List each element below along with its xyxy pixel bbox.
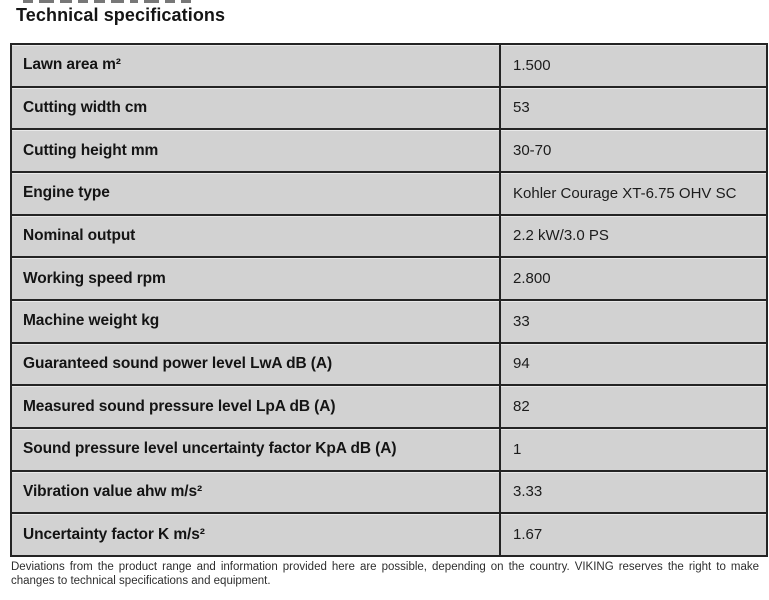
- table-row: Measured sound pressure level LpA dB (A)…: [10, 384, 768, 429]
- spec-value: 33: [499, 298, 768, 344]
- spec-label: Engine type: [10, 170, 501, 216]
- spec-label: Vibration value ahw m/s²: [10, 469, 501, 515]
- footnote: Deviations from the product range and in…: [11, 561, 759, 587]
- table-row: Nominal output 2.2 kW/3.0 PS: [10, 213, 768, 259]
- spec-table: Lawn area m² 1.500 Cutting width cm 53 C…: [10, 43, 768, 557]
- spec-label: Machine weight kg: [10, 298, 501, 344]
- spec-value: Kohler Courage XT-6.75 OHV SC: [499, 170, 768, 216]
- spec-value: 1.67: [499, 512, 768, 557]
- spec-label: Working speed rpm: [10, 256, 501, 301]
- spec-label: Lawn area m²: [10, 43, 501, 88]
- spec-value: 1.500: [499, 43, 768, 88]
- table-row: Vibration value ahw m/s² 3.33: [10, 469, 768, 515]
- spec-value: 94: [499, 341, 768, 387]
- spec-label: Cutting height mm: [10, 128, 501, 173]
- table-row: Cutting width cm 53: [10, 85, 768, 131]
- table-row: Uncertainty factor K m/s² 1.67: [10, 512, 768, 557]
- spec-value: 1: [499, 426, 768, 472]
- cropped-text-artifact: [23, 0, 191, 3]
- spec-value: 30-70: [499, 128, 768, 173]
- table-row: Lawn area m² 1.500: [10, 43, 768, 88]
- page-title: Technical specifications: [16, 5, 226, 25]
- table-row: Working speed rpm 2.800: [10, 256, 768, 301]
- spec-value: 3.33: [499, 469, 768, 515]
- table-row: Cutting height mm 30-70: [10, 128, 768, 173]
- table-row: Guaranteed sound power level LwA dB (A) …: [10, 341, 768, 387]
- spec-label: Sound pressure level uncertainty factor …: [10, 426, 501, 472]
- spec-label: Cutting width cm: [10, 85, 501, 131]
- spec-value: 82: [499, 384, 768, 429]
- table-row: Sound pressure level uncertainty factor …: [10, 426, 768, 472]
- spec-value: 2.2 kW/3.0 PS: [499, 213, 768, 259]
- spec-value: 2.800: [499, 256, 768, 301]
- spec-label: Guaranteed sound power level LwA dB (A): [10, 341, 501, 387]
- spec-label: Measured sound pressure level LpA dB (A): [10, 384, 501, 429]
- table-row: Machine weight kg 33: [10, 298, 768, 344]
- spec-label: Nominal output: [10, 213, 501, 259]
- spec-label: Uncertainty factor K m/s²: [10, 512, 501, 557]
- spec-value: 53: [499, 85, 768, 131]
- table-row: Engine type Kohler Courage XT-6.75 OHV S…: [10, 170, 768, 216]
